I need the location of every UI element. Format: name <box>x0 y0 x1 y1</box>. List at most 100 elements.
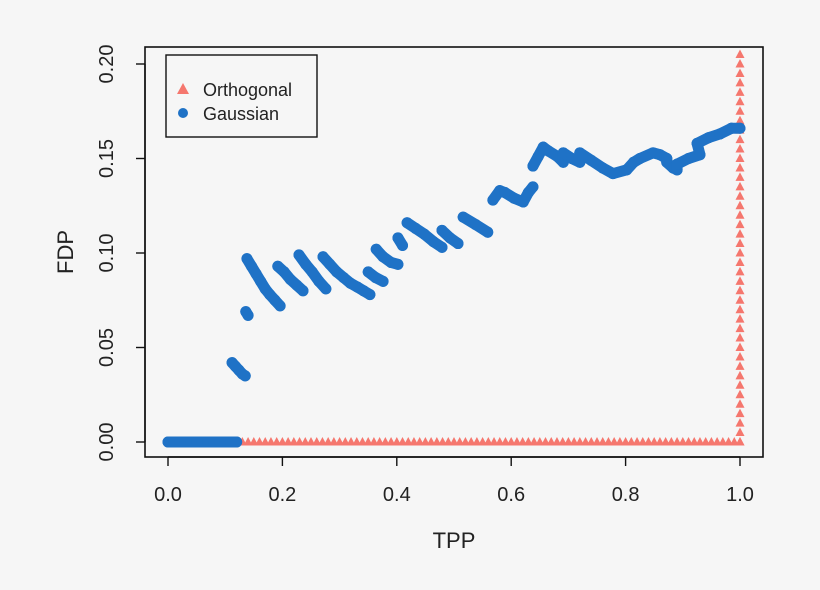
orthogonal-point <box>735 418 745 427</box>
orthogonal-point <box>500 437 510 446</box>
orthogonal-point <box>392 437 402 446</box>
y-tick-label: 0.15 <box>96 139 118 178</box>
orthogonal-point <box>375 437 385 446</box>
orthogonal-point <box>357 437 367 446</box>
orthogonal-point <box>632 437 642 446</box>
orthogonal-point <box>335 437 345 446</box>
orthogonal-point <box>472 437 482 446</box>
x-tick-label: 0.4 <box>383 484 411 506</box>
orthogonal-point <box>260 437 270 446</box>
gaussian-point-cluster <box>240 306 254 321</box>
orthogonal-point <box>340 437 350 446</box>
orthogonal-point <box>518 437 528 446</box>
orthogonal-point <box>735 380 745 389</box>
legend: Orthogonal Gaussian <box>165 54 318 138</box>
orthogonal-point <box>735 77 745 87</box>
orthogonal-point <box>478 437 488 446</box>
orthogonal-point <box>569 437 579 446</box>
orthogonal-point <box>243 437 253 446</box>
orthogonal-point <box>398 437 408 446</box>
orthogonal-point <box>346 437 356 446</box>
orthogonal-point <box>735 172 745 181</box>
orthogonal-point <box>277 437 287 446</box>
gaussian-point-cluster <box>291 279 309 297</box>
orthogonal-point <box>735 295 745 304</box>
orthogonal-point <box>312 437 322 446</box>
gaussian-point-cluster <box>522 181 539 199</box>
x-tick-label: 0.0 <box>154 484 182 506</box>
gaussian-point-cluster <box>236 368 251 382</box>
orthogonal-point <box>420 437 430 446</box>
x-axis-label: TPP <box>433 528 476 553</box>
orthogonal-point <box>735 68 745 77</box>
orthogonal-point <box>735 219 745 229</box>
orthogonal-point <box>735 153 745 162</box>
gaussian-point-cluster <box>370 272 389 287</box>
orthogonal-point <box>541 437 551 446</box>
orthogonal-point <box>735 144 745 153</box>
y-axis-label: FDP <box>53 230 78 274</box>
orthogonal-point <box>706 437 716 446</box>
orthogonal-point <box>592 437 602 446</box>
orthogonal-point <box>666 437 676 446</box>
orthogonal-point <box>289 437 299 446</box>
orthogonal-point <box>735 314 745 323</box>
orthogonal-point <box>684 437 694 446</box>
orthogonal-point <box>466 437 476 446</box>
y-tick-label: 0.05 <box>96 328 118 367</box>
orthogonal-point <box>735 59 745 68</box>
orthogonal-point <box>672 437 682 446</box>
orthogonal-point <box>546 437 556 446</box>
gaussian-point-cluster <box>385 256 404 270</box>
orthogonal-point <box>598 437 608 446</box>
x-tick-label: 0.8 <box>612 484 640 506</box>
orthogonal-point <box>643 437 653 446</box>
orthogonal-point <box>735 87 745 96</box>
orthogonal-point <box>735 351 745 361</box>
x-tick-label: 0.2 <box>268 484 296 506</box>
orthogonal-point <box>506 437 516 446</box>
orthogonal-point <box>695 437 705 446</box>
orthogonal-point <box>735 389 745 399</box>
orthogonal-point <box>426 437 436 446</box>
orthogonal-point <box>329 437 339 446</box>
orthogonal-point <box>300 437 310 446</box>
orthogonal-point <box>455 437 465 446</box>
orthogonal-point <box>489 437 499 446</box>
legend-gaussian-label: Gaussian <box>203 104 279 124</box>
gaussian-point-cluster <box>358 285 376 301</box>
orthogonal-point <box>661 437 671 446</box>
orthogonal-point <box>735 370 745 380</box>
orthogonal-point <box>415 437 425 446</box>
orthogonal-point <box>735 399 745 408</box>
orthogonal-point <box>403 437 413 446</box>
gaussian-point-cluster <box>427 236 448 253</box>
orthogonal-point <box>735 248 745 257</box>
orthogonal-point <box>249 437 259 446</box>
orthogonal-point <box>718 437 728 446</box>
orthogonal-point <box>735 427 745 437</box>
orthogonal-point <box>363 437 373 446</box>
x-tick-label: 1.0 <box>726 484 754 506</box>
orthogonal-point <box>432 437 442 446</box>
orthogonal-point <box>678 437 688 446</box>
orthogonal-point <box>621 437 631 446</box>
orthogonal-point <box>575 437 585 446</box>
y-tick-label: 0.20 <box>96 45 118 84</box>
orthogonal-point <box>609 437 619 446</box>
orthogonal-point <box>266 437 276 446</box>
orthogonal-point <box>735 200 745 210</box>
gaussian-point-cluster <box>392 232 409 251</box>
orthogonal-point <box>369 437 379 446</box>
orthogonal-point <box>295 437 305 446</box>
orthogonal-point <box>449 437 459 446</box>
orthogonal-point <box>603 437 613 446</box>
gaussian-point-cluster <box>444 232 464 250</box>
x-tick-label: 0.6 <box>497 484 525 506</box>
legend-orthogonal-label: Orthogonal <box>203 80 292 100</box>
orthogonal-point <box>615 437 625 446</box>
orthogonal-point <box>735 342 745 351</box>
orthogonal-point <box>483 437 493 446</box>
orthogonal-point <box>735 276 745 285</box>
